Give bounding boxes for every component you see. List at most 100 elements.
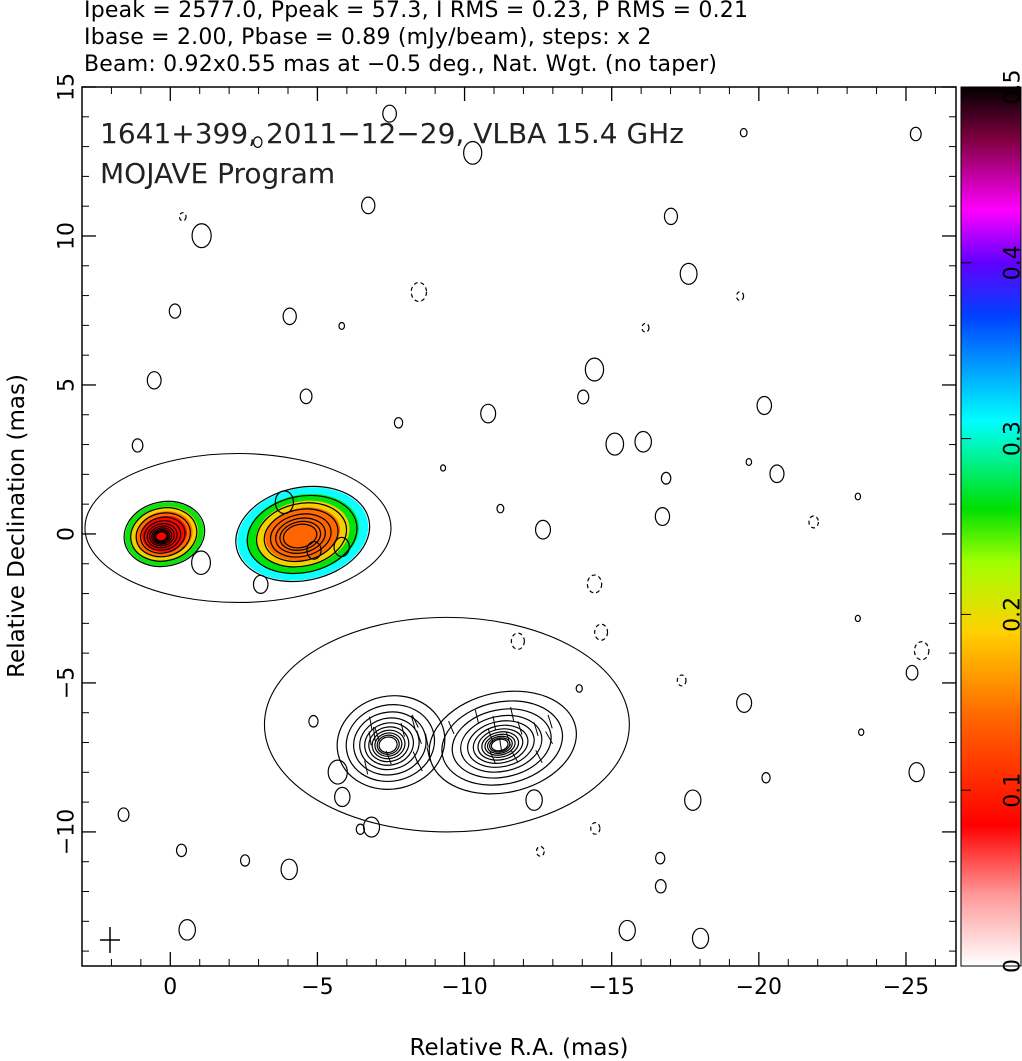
contour-3-11 [490,738,509,752]
pol-vector-3-13 [547,714,553,729]
pol-vector-3-11 [505,732,512,746]
contour-0-10 [155,531,168,542]
pol-vector-2-5 [369,716,373,731]
noise-contour-42 [362,816,381,838]
plot-frame [81,86,957,967]
noise-contour-0 [854,614,861,623]
noise-contour-65 [618,919,636,942]
colorbar-tick-label-0: 0 [1001,959,1022,973]
contour-3-1 [441,700,564,786]
noise-contour-33 [909,126,922,142]
noise-contour-23 [282,307,297,326]
x-tick-label-4: −20 [736,975,782,1000]
contour-1-7 [282,523,318,549]
pol-vector-2-1 [426,747,431,762]
noise-contour-31 [605,432,625,456]
header-line-2: Ibase = 2.00, Pbase = 0.89 (mJy/beam), s… [84,25,652,50]
noise-contour-12 [663,207,679,226]
noise-contour-60 [913,641,930,661]
noise-contour-41 [280,858,298,881]
noise-contour-21 [274,490,295,515]
colorbar-tick-label-4: 0.4 [1001,245,1022,280]
y-tick-label-1: −5 [55,667,80,699]
noise-contour-49 [769,464,785,484]
contour-1-4 [269,513,332,558]
colorbar-ticks: 0 0.1 0.2 0.3 0.4 0.5 [961,70,1022,973]
x-tick-label-1: −5 [301,975,333,1000]
contour-3-5 [472,724,529,764]
noise-contour-62 [854,492,862,501]
noise-contour-39 [334,786,351,808]
y-tick-label-0: −10 [55,809,80,855]
x-tick-label-3: −15 [588,975,634,1000]
contour-0-7 [151,527,173,545]
noise-contour-1 [634,430,652,453]
plot-area [82,87,956,966]
noise-contour-3 [252,574,269,595]
colorbar-tick-label-3: 0.3 [1001,421,1022,456]
noise-contour-9 [590,822,601,835]
polarization-vectors [364,707,553,775]
pol-vector-2-11 [374,727,380,742]
noise-contour-34 [239,854,251,867]
pol-vector-2-2 [364,760,369,775]
pol-vector-3-8 [492,715,496,730]
colorbar-tick-label-5: 0.5 [1001,70,1022,105]
noise-contour-29 [577,389,590,405]
noise-contour-48 [510,632,525,650]
x-tick-label-5: −25 [883,975,929,1000]
noise-contour-58 [178,919,196,941]
noise-contour-63 [191,223,212,249]
noise-contour-6 [355,823,366,835]
y-tick-label-3: 5 [55,378,80,392]
noise-contour-68 [641,322,650,333]
contour-0-1 [130,507,198,562]
contour-3-8 [484,733,516,756]
noise-contour-50 [361,196,376,215]
pol-vector-3-4 [487,728,494,743]
noise-contour-35 [691,927,710,950]
noise-contour-43 [679,262,698,285]
contour-3-4 [467,720,535,768]
noise-contour-47 [252,136,263,149]
colorbar-tick-label-2: 0.2 [1001,597,1022,632]
pol-vector-2-7 [385,750,392,765]
contour-1-0 [235,485,371,583]
jet-envelope-lower [263,616,630,833]
contour-0-2 [135,512,191,558]
noise-contour-10 [306,540,322,560]
noise-contour-53 [654,879,667,894]
pol-vector-3-3 [489,749,496,764]
noise-contour-27 [739,127,748,138]
contour-3-0 [428,690,577,795]
noise-contour-18 [382,104,397,123]
y-axis-title: Relative Declination (mas) [4,374,30,678]
noise-contour-32 [131,438,144,453]
noise-contour-15 [191,550,212,576]
contour-2-3 [359,717,420,771]
noise-contour-26 [676,674,687,687]
noise-contour-24 [308,714,319,728]
pol-vector-2-8 [372,726,376,741]
noise-contour-25 [333,536,350,558]
jet-envelope-upper [84,452,392,604]
noise-contour-45 [299,388,313,405]
noise-contour-7 [440,464,447,472]
pol-vector-3-7 [448,720,455,735]
noise-contour-51 [745,457,753,466]
pol-vector-3-0 [533,722,539,736]
pol-vector-2-6 [415,758,423,772]
noise-contour-19 [178,212,187,222]
contour-3-9 [486,735,513,755]
pol-vector-3-6 [474,709,480,724]
contour-2-9 [378,736,398,754]
contour-3-7 [481,731,520,759]
pol-vector-3-2 [510,707,515,721]
header-line-3: Beam: 0.92x0.55 mas at −0.5 deg., Nat. W… [84,52,718,77]
noise-contour-20 [736,693,753,713]
pol-vector-3-12 [517,721,523,735]
beam-marker [100,927,120,953]
contour-3-3 [460,714,543,773]
contour-1-3 [263,508,339,563]
